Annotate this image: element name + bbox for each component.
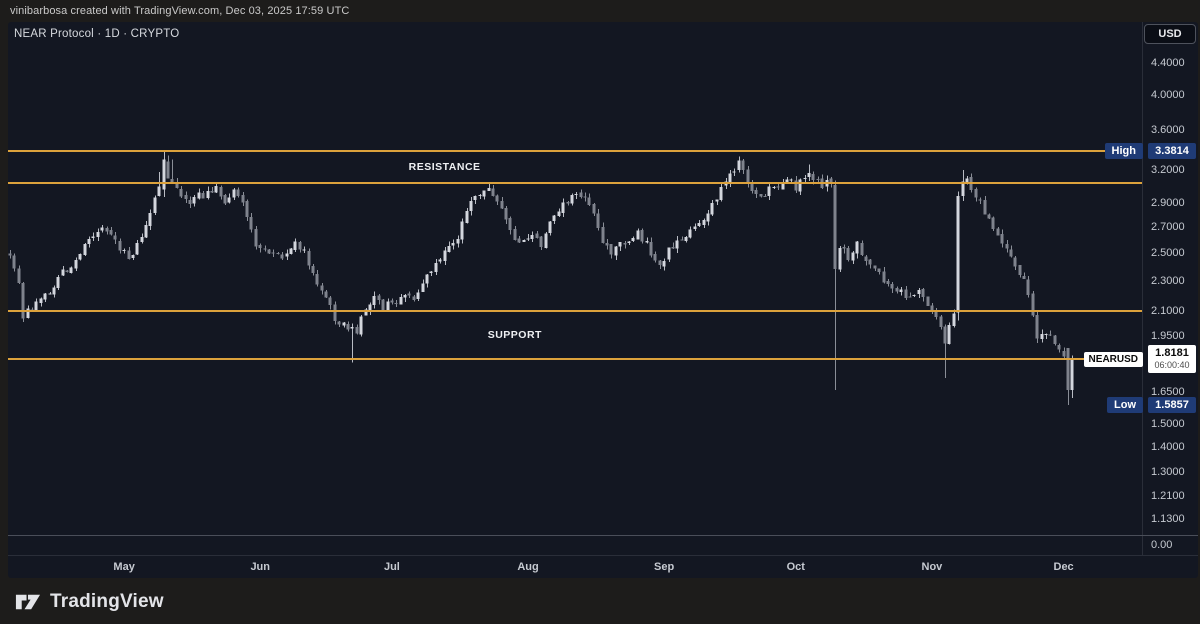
low-value-label: 1.5857 bbox=[1148, 397, 1196, 414]
attribution-text: vinibarbosa created with TradingView.com… bbox=[10, 5, 350, 17]
price-tick: 1.2100 bbox=[1151, 489, 1185, 502]
support-annotation[interactable]: SUPPORT bbox=[487, 328, 542, 341]
price-tick: 2.5000 bbox=[1151, 246, 1185, 259]
time-axis[interactable]: May Jun Jul Aug Sep Oct Nov Dec bbox=[8, 555, 1198, 578]
price-tick: 3.2000 bbox=[1151, 163, 1185, 176]
last-price-value: 1.8181 bbox=[1155, 347, 1189, 360]
price-tick: 4.4000 bbox=[1151, 57, 1185, 70]
chart-pane[interactable]: RESISTANCE SUPPORT bbox=[8, 22, 1142, 535]
chart-widget: NEAR Protocol · 1D · CRYPTO USD RESISTAN… bbox=[8, 22, 1198, 578]
bar-countdown: 06:00:40 bbox=[1154, 360, 1190, 371]
price-tick: 2.3000 bbox=[1151, 274, 1185, 287]
high-label: High bbox=[1104, 143, 1143, 160]
month-tick-oct: Oct bbox=[786, 561, 805, 573]
price-tick: 2.1000 bbox=[1151, 305, 1185, 317]
tradingview-logo-icon bbox=[15, 594, 41, 610]
price-tick: 4.0000 bbox=[1151, 89, 1185, 102]
price-axis[interactable]: 0.00 4.4000 4.0000 3.6000 3.2000 2.9000 2.700… bbox=[1142, 22, 1198, 555]
price-tick: 3.6000 bbox=[1151, 124, 1185, 137]
price-tick: 1.4000 bbox=[1151, 440, 1185, 453]
candlestick-series bbox=[8, 151, 1074, 406]
resistance-zone-bottom-line[interactable] bbox=[8, 181, 1142, 184]
tradingview-logo-text: TradingView bbox=[50, 590, 164, 612]
support-zone-bottom-line[interactable] bbox=[8, 357, 1142, 360]
sub-pane-tick: 0.00 bbox=[1151, 539, 1173, 551]
month-tick-jun: Jun bbox=[250, 561, 270, 573]
low-label: Low bbox=[1107, 397, 1143, 414]
month-tick-dec: Dec bbox=[1053, 561, 1074, 573]
price-tick: 1.6500 bbox=[1151, 385, 1185, 398]
price-tick: 1.3000 bbox=[1151, 465, 1185, 478]
symbol-title: NEAR Protocol · 1D · CRYPTO bbox=[14, 28, 180, 40]
price-tick: 2.7000 bbox=[1151, 220, 1185, 233]
price-tick: 1.5000 bbox=[1151, 417, 1185, 430]
resistance-zone-top-line[interactable] bbox=[8, 150, 1142, 153]
support-zone-top-line[interactable] bbox=[8, 310, 1142, 312]
currency-button[interactable]: USD bbox=[1144, 24, 1196, 44]
resistance-annotation[interactable]: RESISTANCE bbox=[408, 160, 481, 173]
footer-bar: TradingView bbox=[0, 578, 1200, 624]
symbol-price-line-label: NEARUSD bbox=[1083, 352, 1143, 368]
month-tick-sep: Sep bbox=[654, 561, 675, 573]
price-tick: 2.9000 bbox=[1151, 196, 1185, 209]
tradingview-logo[interactable]: TradingView bbox=[14, 588, 164, 615]
month-tick-may: May bbox=[113, 561, 135, 573]
month-tick-nov: Nov bbox=[921, 561, 943, 573]
last-price-label: 1.8181 06:00:40 bbox=[1148, 345, 1196, 374]
high-value-label: 3.3814 bbox=[1148, 143, 1196, 160]
month-tick-jul: Jul bbox=[383, 561, 400, 573]
price-tick: 1.1300 bbox=[1151, 512, 1185, 525]
price-tick: 1.9500 bbox=[1151, 329, 1185, 342]
month-tick-aug: Aug bbox=[517, 561, 539, 573]
pane-separator[interactable] bbox=[8, 535, 1198, 536]
